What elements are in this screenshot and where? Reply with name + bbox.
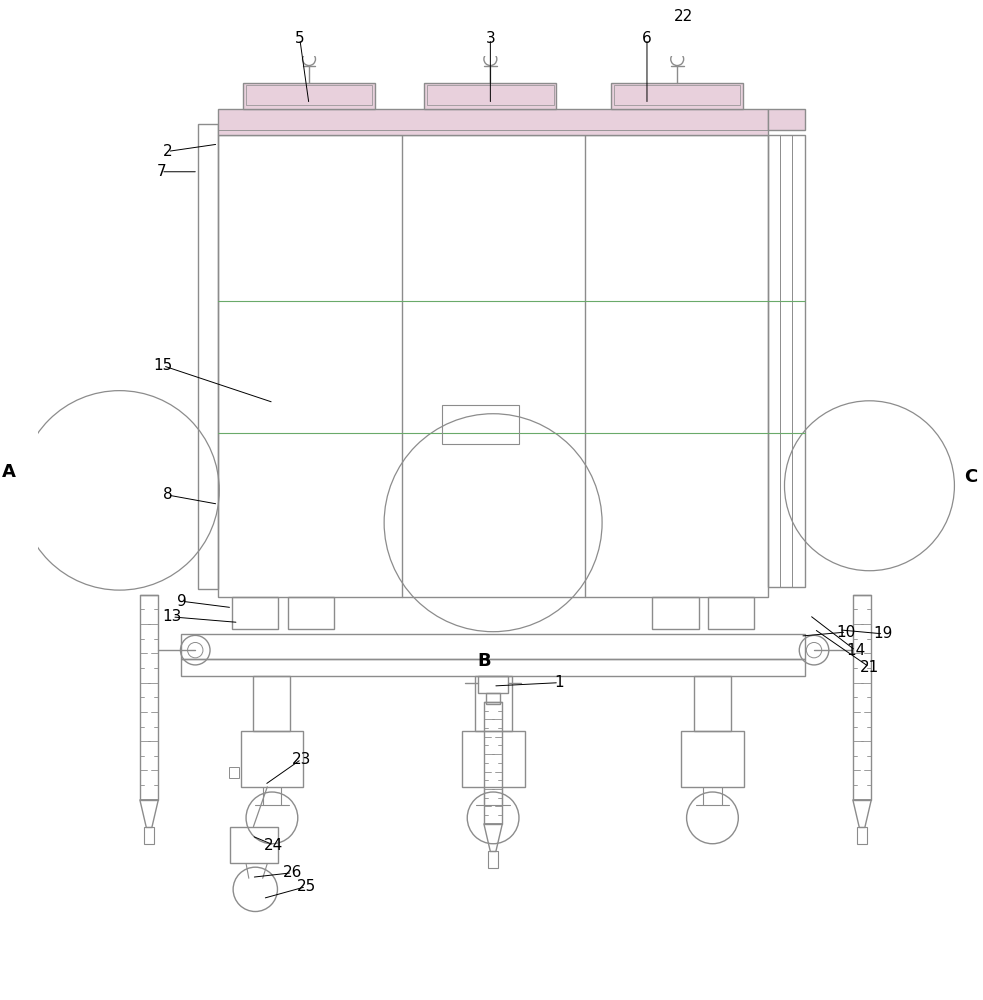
- Bar: [853, 595, 871, 800]
- Bar: [681, 731, 744, 787]
- Text: 8: 8: [163, 487, 172, 502]
- Text: 10: 10: [837, 625, 856, 640]
- Text: 15: 15: [153, 358, 173, 373]
- Bar: [479, 676, 508, 693]
- Text: 25: 25: [297, 879, 316, 894]
- Bar: [488, 851, 498, 868]
- Bar: [246, 85, 373, 105]
- Bar: [254, 676, 290, 731]
- Bar: [230, 827, 278, 863]
- Bar: [611, 83, 743, 109]
- Bar: [484, 702, 502, 824]
- Text: 5: 5: [295, 31, 305, 46]
- Bar: [768, 109, 805, 130]
- Text: 21: 21: [860, 660, 879, 675]
- Text: 2: 2: [163, 144, 172, 159]
- Bar: [232, 597, 278, 629]
- Text: A: A: [2, 463, 16, 481]
- Text: 19: 19: [874, 626, 893, 641]
- Bar: [475, 676, 511, 731]
- Bar: [243, 83, 375, 109]
- Bar: [198, 124, 218, 589]
- Bar: [140, 595, 158, 800]
- Bar: [182, 659, 805, 676]
- Bar: [288, 597, 334, 629]
- Bar: [694, 676, 731, 731]
- Text: C: C: [964, 468, 978, 486]
- Text: 22: 22: [674, 9, 693, 24]
- Text: 7: 7: [156, 164, 166, 179]
- Bar: [614, 85, 740, 105]
- Bar: [144, 827, 154, 844]
- Bar: [229, 767, 239, 778]
- Text: 9: 9: [177, 594, 187, 609]
- Text: 26: 26: [282, 865, 302, 880]
- Bar: [441, 405, 519, 444]
- Bar: [708, 597, 754, 629]
- Text: 23: 23: [292, 752, 312, 767]
- Bar: [768, 135, 805, 587]
- Text: 1: 1: [554, 675, 564, 690]
- Text: 6: 6: [642, 31, 652, 46]
- Text: 13: 13: [162, 609, 182, 624]
- Bar: [462, 731, 525, 787]
- Text: B: B: [477, 652, 491, 670]
- Text: 24: 24: [264, 838, 283, 853]
- Bar: [653, 597, 699, 629]
- Bar: [218, 109, 768, 135]
- Text: 3: 3: [486, 31, 495, 46]
- Bar: [857, 827, 867, 844]
- Text: 14: 14: [846, 643, 865, 658]
- Bar: [425, 83, 556, 109]
- Bar: [241, 731, 304, 787]
- Bar: [218, 135, 768, 597]
- Bar: [428, 85, 553, 105]
- Bar: [486, 693, 500, 704]
- Bar: [182, 634, 805, 659]
